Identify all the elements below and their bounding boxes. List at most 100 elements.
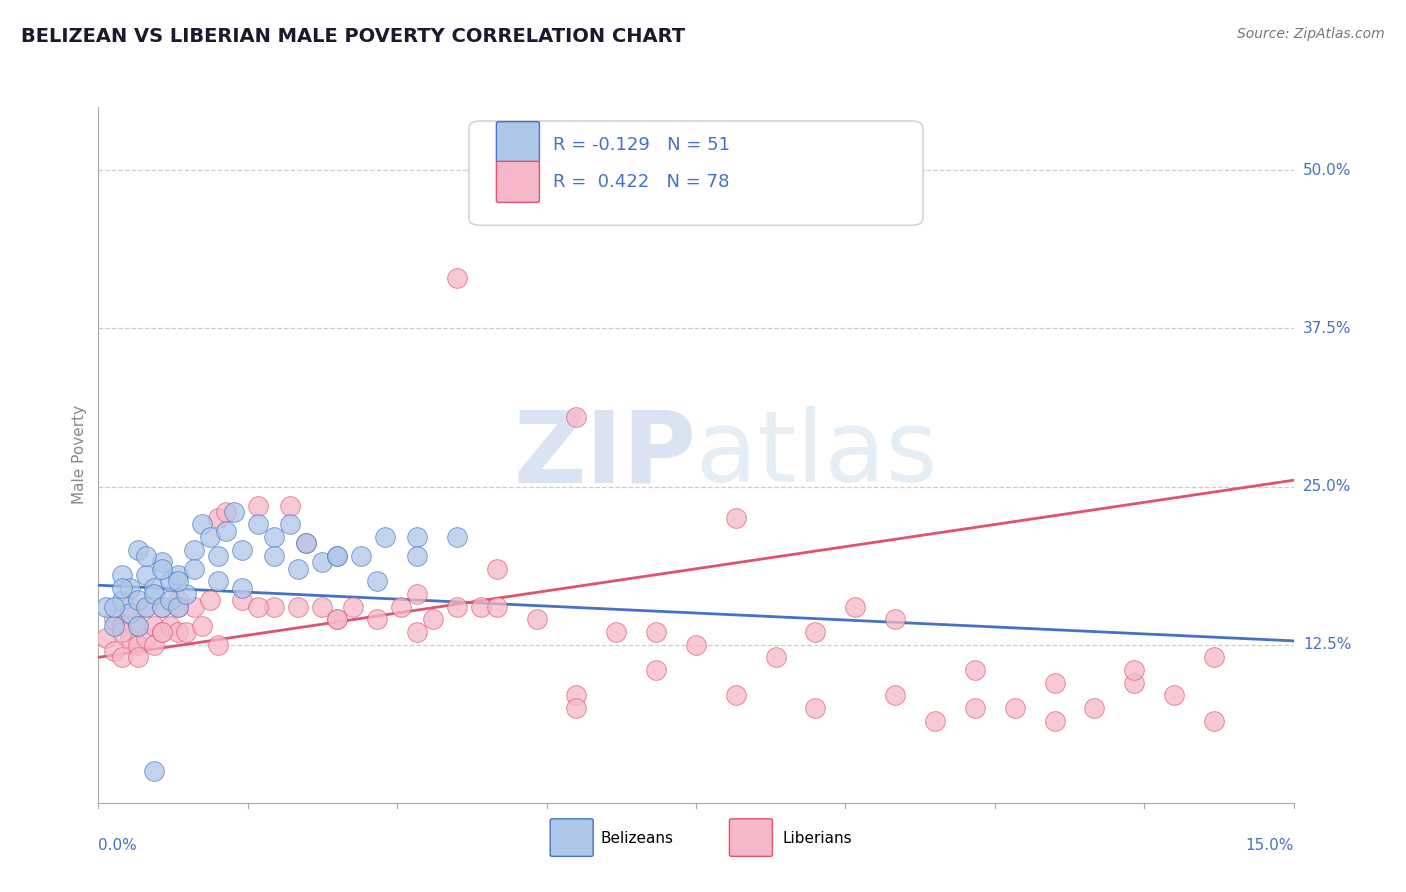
Point [278, 517, 301, 532]
Point [844, 599, 866, 614]
Point [135, 568, 157, 582]
Point [167, 625, 190, 640]
Point [127, 618, 149, 632]
Point [120, 606, 142, 620]
Point [111, 625, 134, 640]
Point [685, 638, 707, 652]
Point [406, 587, 429, 601]
Text: 0.0%: 0.0% [98, 838, 138, 853]
Point [135, 549, 157, 563]
Point [724, 688, 747, 702]
Point [605, 625, 627, 640]
Text: 25.0%: 25.0% [1303, 479, 1351, 494]
Point [111, 618, 134, 632]
Point [143, 618, 166, 632]
Point [804, 701, 827, 715]
Point [1163, 688, 1185, 702]
FancyBboxPatch shape [730, 819, 772, 856]
Point [127, 542, 149, 557]
Point [143, 764, 166, 779]
Text: R =  0.422   N = 78: R = 0.422 N = 78 [553, 173, 728, 191]
Point [127, 618, 149, 632]
Point [215, 505, 238, 519]
Text: Source: ZipAtlas.com: Source: ZipAtlas.com [1237, 27, 1385, 41]
Point [143, 581, 166, 595]
Point [963, 701, 986, 715]
Point [470, 599, 492, 614]
Point [111, 568, 134, 582]
Point [167, 574, 190, 589]
FancyBboxPatch shape [496, 121, 540, 162]
FancyBboxPatch shape [550, 819, 593, 856]
Point [135, 599, 157, 614]
Point [215, 524, 238, 538]
Point [326, 612, 349, 626]
Point [446, 270, 468, 285]
Point [96, 632, 118, 646]
Point [326, 549, 349, 563]
Point [135, 599, 157, 614]
Point [924, 714, 946, 728]
Point [96, 599, 118, 614]
FancyBboxPatch shape [496, 161, 540, 202]
Point [231, 542, 253, 557]
Point [246, 499, 269, 513]
Point [198, 530, 221, 544]
Point [207, 574, 229, 589]
Point [1123, 675, 1146, 690]
Point [111, 650, 134, 665]
Point [231, 581, 253, 595]
Point [103, 612, 125, 626]
Point [1202, 650, 1225, 665]
Point [174, 587, 197, 601]
Point [183, 562, 205, 576]
Text: Belizeans: Belizeans [600, 831, 673, 847]
Point [150, 556, 173, 570]
Point [207, 511, 229, 525]
Point [159, 618, 181, 632]
Point [150, 599, 173, 614]
Point [1123, 663, 1146, 677]
Point [1004, 701, 1026, 715]
Point [263, 530, 285, 544]
Point [311, 599, 333, 614]
Y-axis label: Male Poverty: Male Poverty [72, 405, 87, 505]
Point [246, 517, 269, 532]
Text: Liberians: Liberians [782, 831, 852, 847]
Point [1202, 714, 1225, 728]
Point [143, 638, 166, 652]
Point [167, 599, 190, 614]
Point [884, 612, 907, 626]
Point [150, 625, 173, 640]
Point [1043, 714, 1066, 728]
Point [150, 599, 173, 614]
Point [278, 499, 301, 513]
Point [526, 612, 548, 626]
Point [326, 549, 349, 563]
Point [263, 599, 285, 614]
Point [389, 599, 412, 614]
Point [565, 701, 588, 715]
Point [174, 625, 197, 640]
Point [406, 625, 429, 640]
Point [311, 556, 333, 570]
Point [207, 549, 229, 563]
Point [446, 599, 468, 614]
Point [645, 625, 668, 640]
Point [485, 599, 508, 614]
Point [127, 593, 149, 607]
Point [167, 599, 190, 614]
Point [120, 632, 142, 646]
Point [485, 562, 508, 576]
Point [207, 638, 229, 652]
Point [103, 644, 125, 658]
Point [198, 593, 221, 607]
Point [150, 625, 173, 640]
Point [765, 650, 787, 665]
Text: BELIZEAN VS LIBERIAN MALE POVERTY CORRELATION CHART: BELIZEAN VS LIBERIAN MALE POVERTY CORREL… [21, 27, 685, 45]
Text: 15.0%: 15.0% [1246, 838, 1294, 853]
Point [167, 568, 190, 582]
Point [645, 663, 668, 677]
Text: atlas: atlas [696, 407, 938, 503]
Point [111, 581, 134, 595]
